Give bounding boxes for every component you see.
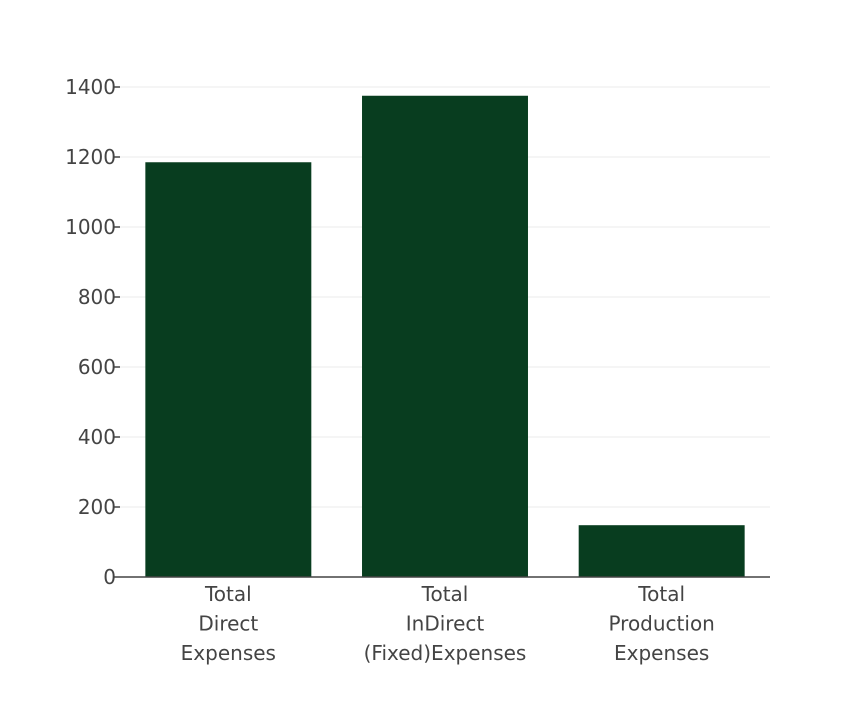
- bar: [578, 525, 745, 577]
- y-tick-label: 200: [78, 495, 116, 519]
- x-category-label-line: (Fixed)Expenses: [364, 641, 527, 665]
- x-category-label-line: InDirect: [406, 612, 485, 636]
- x-category-label-line: Direct: [198, 612, 258, 636]
- y-tick-label: 1000: [65, 215, 116, 239]
- y-tick-label: 1400: [65, 75, 116, 99]
- bars: [145, 95, 745, 577]
- y-tick-label: 600: [78, 355, 116, 379]
- bar: [362, 95, 528, 577]
- bar: [145, 162, 312, 577]
- y-tick-label: 400: [78, 425, 116, 449]
- x-category-label-line: Total: [637, 582, 685, 606]
- x-category-label-line: Expenses: [614, 641, 709, 665]
- tick-labels: 0 200 400 600 800 1000 1200 1400 Total Direct Expe…: [65, 75, 715, 665]
- x-category-label-line: Total: [421, 582, 469, 606]
- y-tick-label: 0: [103, 565, 116, 589]
- x-category-label-line: Expenses: [181, 641, 276, 665]
- y-tick-label: 1200: [65, 145, 116, 169]
- x-category-label: Total InDirect (Fixed)Expenses: [364, 582, 527, 665]
- x-category-label-line: Production: [608, 612, 714, 636]
- y-tick-label: 800: [78, 285, 116, 309]
- x-category-label-line: Total: [204, 582, 252, 606]
- x-category-label: Total Production Expenses: [608, 582, 714, 665]
- x-category-label: Total Direct Expenses: [181, 582, 276, 665]
- axes: [114, 86, 770, 578]
